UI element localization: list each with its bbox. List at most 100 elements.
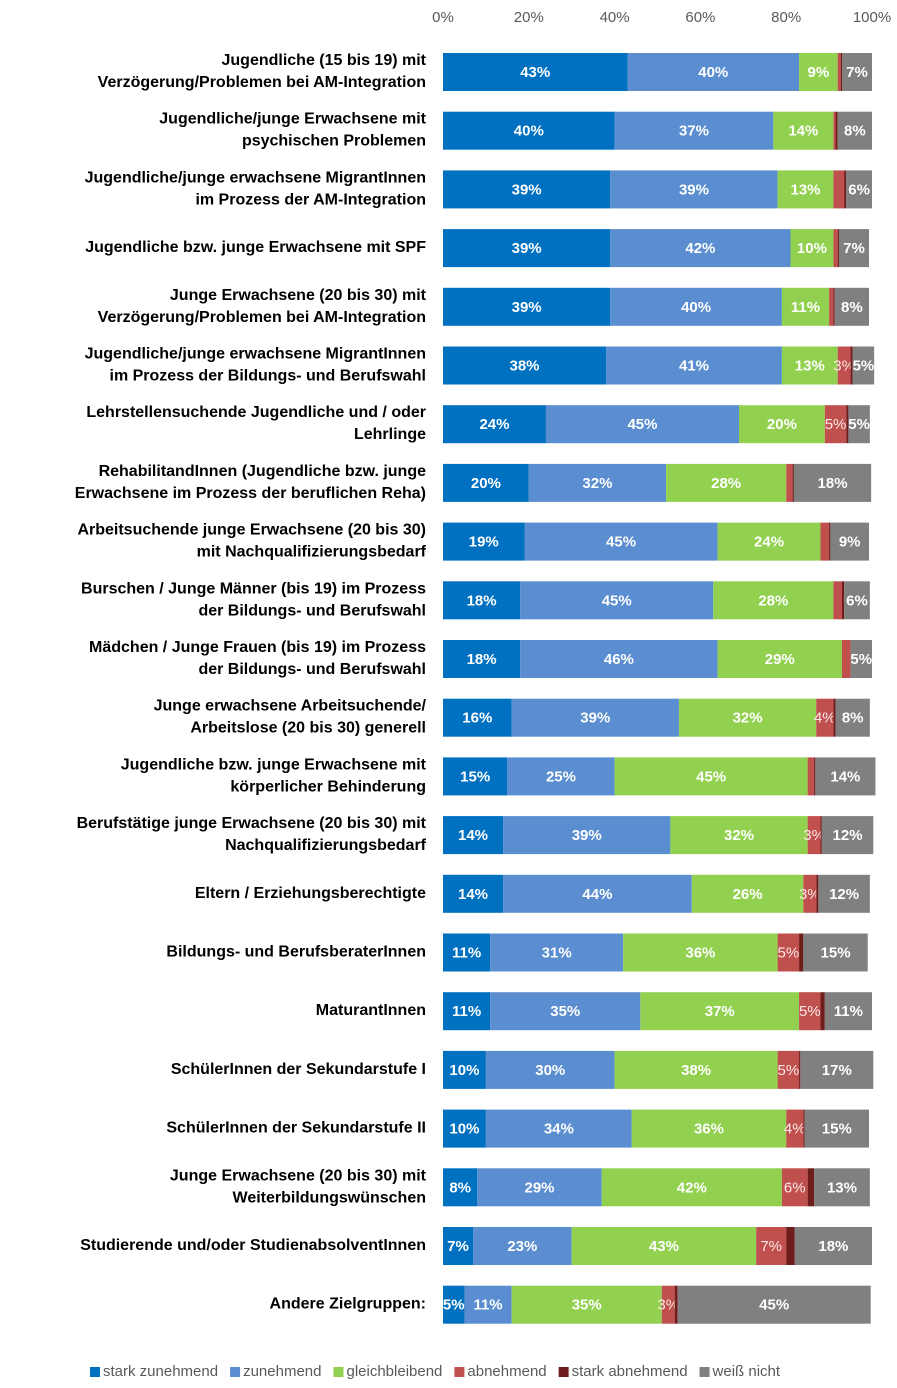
legend-swatch	[558, 1367, 569, 1377]
category-label: Lehrstellensuchende Jugendliche und / od…	[86, 404, 426, 443]
data-label: 3%	[657, 1297, 679, 1314]
bar-segment	[815, 757, 876, 796]
bar-segment	[627, 53, 800, 91]
bar-segment	[840, 53, 842, 91]
bar-segment	[631, 1109, 787, 1148]
data-label: 34%	[544, 1121, 574, 1138]
bar-segment	[833, 111, 836, 150]
data-label: 36%	[694, 1121, 724, 1138]
bar-segment	[814, 1168, 870, 1207]
bar-segment	[799, 53, 838, 91]
data-label: 18%	[467, 651, 497, 668]
bar-segment	[677, 1285, 871, 1324]
data-label: 10%	[797, 240, 827, 257]
bar-segment	[824, 405, 847, 444]
data-label: 7%	[760, 1238, 782, 1255]
data-label: 32%	[724, 827, 754, 844]
data-label: 46%	[604, 651, 634, 668]
bar-segment	[818, 874, 870, 913]
bar-segment	[799, 992, 821, 1031]
bar-segment	[443, 1109, 486, 1148]
data-label: 11%	[452, 944, 481, 961]
data-label: 30%	[535, 1062, 565, 1079]
data-label: 10%	[449, 1121, 479, 1138]
bar-segment	[443, 1050, 486, 1089]
data-label: 5%	[778, 1062, 800, 1079]
bar-segment	[661, 1285, 675, 1324]
data-label: 5%	[778, 944, 800, 961]
bar-segment	[781, 346, 838, 385]
data-label: 42%	[685, 240, 715, 257]
bar-segment	[443, 933, 491, 972]
bar-segment	[443, 346, 607, 385]
data-label: 29%	[765, 651, 795, 668]
bar-segment	[790, 229, 834, 268]
bar-segment	[520, 581, 714, 620]
bar-segment	[443, 1168, 478, 1207]
bar-segment	[786, 1109, 804, 1148]
bar-segment	[443, 816, 504, 855]
data-label: 5%	[853, 357, 875, 374]
bar-segment	[852, 346, 875, 385]
bar-segment	[837, 53, 841, 91]
bar-segment	[777, 933, 800, 972]
bar-segment	[821, 816, 874, 855]
bar-segment	[713, 581, 834, 620]
data-label: 9%	[839, 534, 861, 551]
bar-segment	[834, 287, 869, 326]
data-label: 31%	[542, 944, 572, 961]
bar-segment	[846, 405, 849, 444]
bar-segment	[781, 1168, 808, 1207]
bar-segment	[640, 992, 800, 1031]
data-label: 6%	[848, 181, 870, 198]
bar-segment	[610, 170, 778, 209]
bar-segment	[610, 229, 791, 268]
data-label: 5%	[443, 1297, 465, 1314]
data-label: 18%	[818, 1238, 848, 1255]
bar-segment	[833, 229, 838, 268]
bar-segment	[520, 640, 718, 678]
data-label: 3%	[803, 827, 825, 844]
category-label: Jugendliche/junge erwachsene MigrantInne…	[85, 346, 426, 385]
bar-segment	[807, 757, 815, 796]
data-label: 5%	[848, 416, 870, 433]
data-label: 12%	[833, 827, 863, 844]
bar-segment	[443, 757, 508, 796]
category-label: Burschen / Junge Männer (bis 19) im Proz…	[81, 581, 426, 620]
bar-segment	[610, 287, 782, 326]
bar-segment	[601, 1168, 782, 1207]
bar-segment	[820, 992, 825, 1031]
bar-segment	[477, 1168, 602, 1207]
bar-segment	[820, 816, 822, 855]
data-label: 13%	[790, 181, 820, 198]
bar-segment	[838, 229, 869, 268]
bar-segment	[678, 698, 817, 737]
data-label: 3%	[833, 357, 855, 374]
category-label: Junge Erwachsene (20 bis 30) mit Weiterbi…	[170, 1168, 427, 1207]
bar-segment	[507, 757, 615, 796]
x-tick-label: 20%	[514, 9, 544, 26]
bar-segment	[485, 1050, 615, 1089]
category-label: Bildungs- und BerufsberaterInnen	[166, 944, 426, 961]
category-label: Studierende und/oder StudienabsolventInn…	[80, 1237, 426, 1254]
bar-segment	[824, 992, 872, 1031]
category-label: Junge erwachsene Arbeitsuchende/Arbeitsl…	[154, 698, 427, 737]
category-label: Jugendliche/junge Erwachsene mit psychisc…	[159, 111, 426, 150]
bar-segment	[524, 522, 718, 561]
bar-segment	[804, 1109, 869, 1148]
bar-segment	[844, 170, 847, 209]
bar-segment	[816, 698, 834, 737]
bar-segment	[850, 346, 853, 385]
data-label: 3%	[799, 886, 821, 903]
data-label: 40%	[698, 64, 728, 81]
bar-segment	[792, 463, 794, 502]
data-label: 39%	[572, 827, 602, 844]
bar-segment	[793, 463, 872, 502]
data-label: 8%	[844, 123, 866, 140]
bar-segment	[511, 1285, 662, 1324]
category-label: MaturantInnen	[316, 1002, 426, 1019]
bar-segment	[528, 463, 667, 502]
data-label: 19%	[469, 534, 499, 551]
data-label: 42%	[677, 1179, 707, 1196]
